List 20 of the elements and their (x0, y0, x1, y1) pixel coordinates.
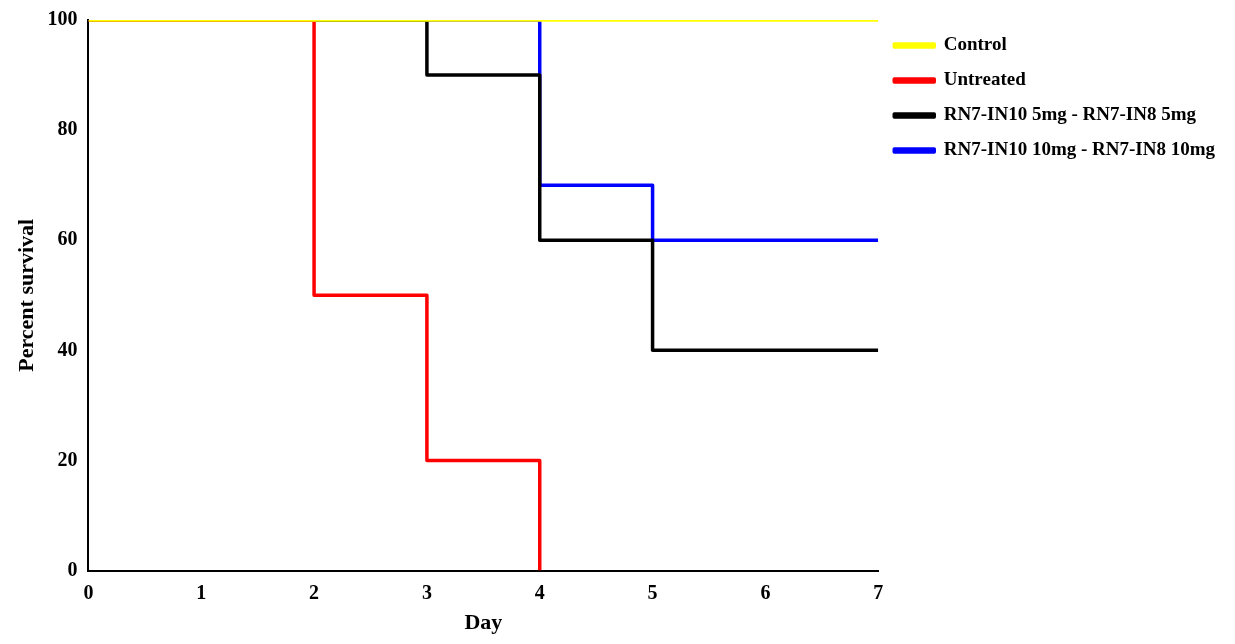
x-tick-label: 0 (83, 580, 94, 603)
x-tick-label: 7 (873, 580, 884, 603)
y-tick-label: 80 (57, 117, 78, 140)
x-tick-label: 2 (309, 580, 320, 603)
x-axis-title: Day (464, 609, 503, 635)
y-axis-title: Percent survival (12, 218, 38, 372)
y-tick-label: 100 (47, 7, 78, 30)
x-tick-label: 1 (196, 580, 207, 603)
x-tick-label: 3 (421, 580, 432, 603)
legend-label: RN7-IN10 10mg - RN7-IN8 10mg (943, 138, 1216, 160)
y-tick-label: 20 (57, 447, 78, 470)
legend-label: Control (943, 33, 1007, 55)
x-tick-label: 6 (760, 580, 771, 603)
legend-label: Untreated (943, 68, 1027, 90)
x-tick-label: 5 (647, 580, 658, 603)
y-tick-label: 40 (57, 337, 78, 360)
y-tick-label: 60 (57, 227, 78, 250)
x-tick-label: 4 (534, 580, 545, 603)
y-tick-label: 0 (67, 557, 78, 580)
legend-label: RN7-IN10 5mg - RN7-IN8 5mg (943, 103, 1197, 125)
